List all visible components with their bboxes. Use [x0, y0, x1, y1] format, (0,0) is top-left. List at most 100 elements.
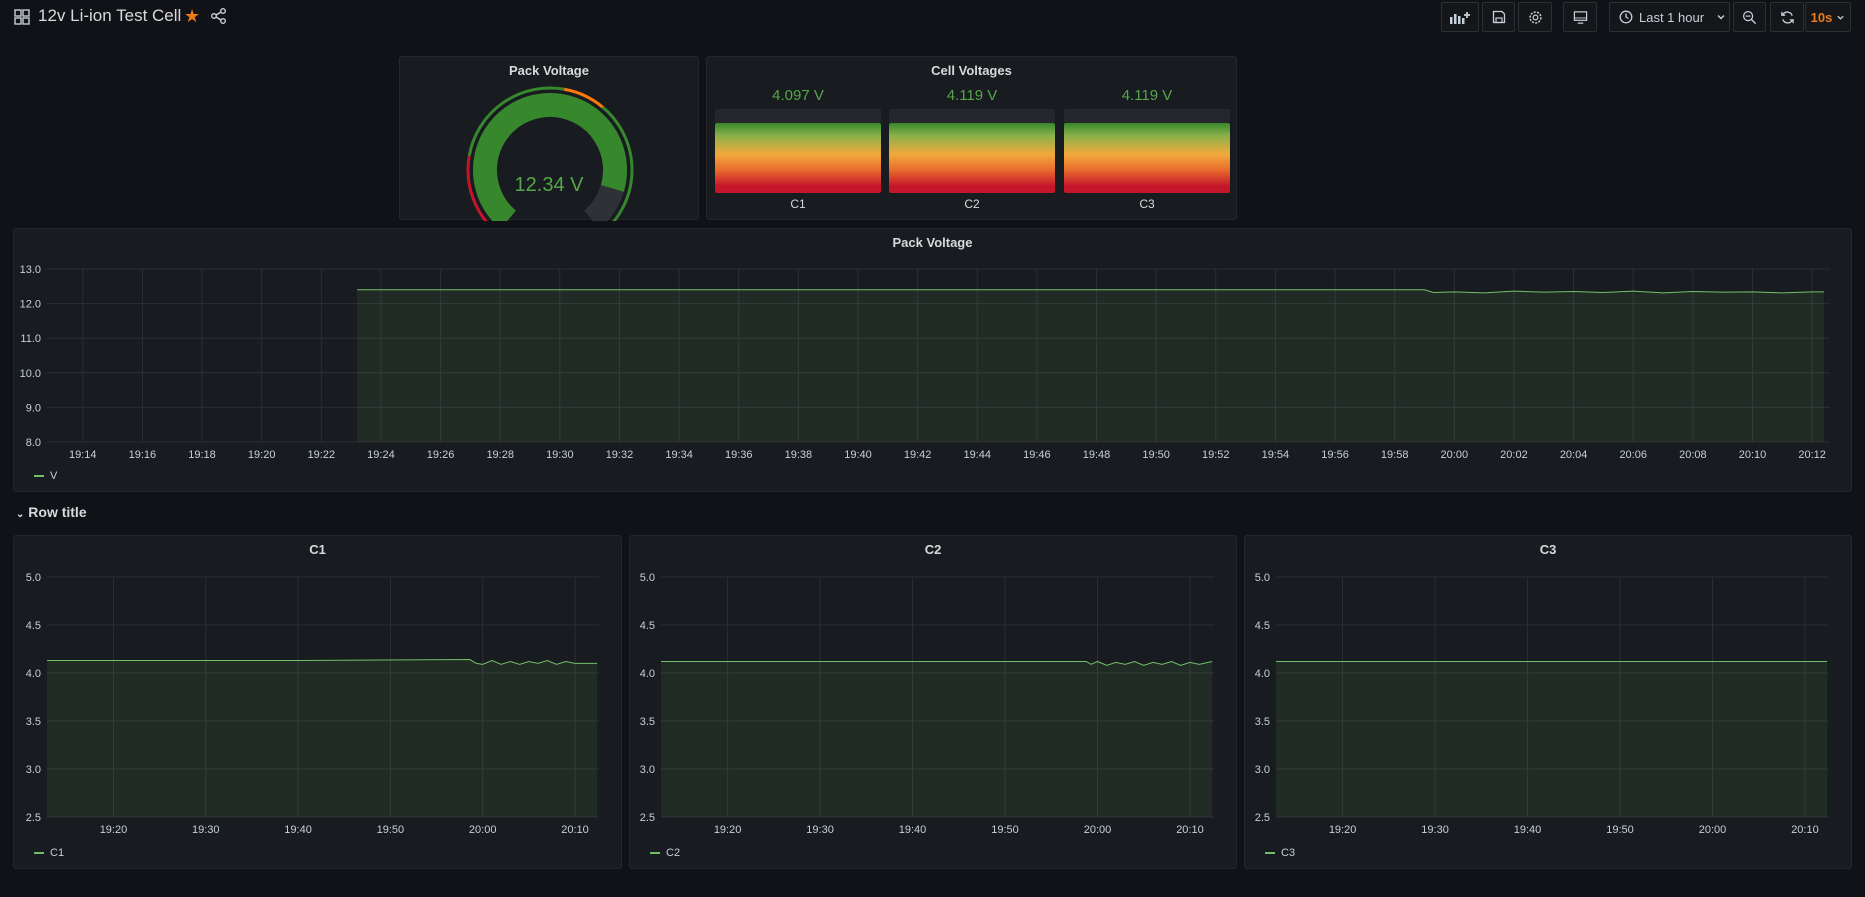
chevron-down-icon: [1717, 15, 1725, 20]
pack-voltage-graph-panel[interactable]: Pack Voltage 13.0 12.0 11.0 10.0 9.0 8.0 19:14…: [13, 228, 1852, 492]
x-tick-label: 20:02: [1500, 449, 1528, 461]
legend-label: C2: [666, 847, 681, 859]
row-title-label: Row title: [28, 504, 87, 520]
bar-track: [715, 109, 881, 123]
panel-title: Cell Voltages: [931, 63, 1012, 78]
star-icon[interactable]: ★: [184, 6, 201, 26]
x-tick-label: 20:08: [1679, 449, 1707, 461]
y-tick-label: 3.0: [26, 764, 41, 776]
x-tick-label: 19:32: [606, 449, 634, 461]
c2-graph-panel[interactable]: C2 5.0 4.5 4.0 3.5 3.0 2.5 19:20 19:30 19:40 19:5…: [629, 535, 1237, 869]
x-tick-label: 19:48: [1083, 449, 1111, 461]
dashboard-grid-icon[interactable]: [14, 9, 30, 25]
y-tick-label: 9.0: [26, 402, 41, 414]
y-tick-label: 13.0: [20, 264, 41, 276]
gauge-threshold-arc: [466, 155, 488, 221]
series-line: [47, 659, 598, 665]
legend-item[interactable]: C1: [34, 847, 64, 859]
series-area: [357, 289, 1825, 442]
chevron-down-icon: [1837, 15, 1844, 20]
legend-label: C3: [1281, 847, 1296, 859]
y-tick-label: 12.0: [20, 299, 41, 311]
x-tick-label: 20:10: [1176, 824, 1204, 836]
c1-chart: 5.0 4.5 4.0 3.5 3.0 2.5 19:20 19:30 19:40 19:50 20…: [26, 572, 599, 836]
legend-item[interactable]: V: [34, 470, 57, 482]
series-line: [357, 289, 1825, 294]
y-tick-label: 4.0: [640, 668, 655, 680]
zoom-out-button[interactable]: [1733, 2, 1766, 32]
series-area: [1276, 661, 1828, 817]
legend-item[interactable]: C3: [1265, 847, 1295, 859]
cell-label-c3: C3: [1139, 197, 1155, 211]
c3-graph-panel[interactable]: C3 5.0 4.5 4.0 3.5 3.0 2.5 19:20 19:30 19:40 19:5…: [1244, 535, 1852, 869]
gauge-threshold-arc: [563, 87, 604, 109]
time-range-picker[interactable]: Last 1 hour: [1609, 2, 1730, 32]
y-tick-label: 5.0: [1255, 572, 1270, 584]
legend-label: V: [50, 470, 58, 482]
settings-button[interactable]: [1518, 2, 1552, 32]
x-tick-label: 19:30: [192, 824, 220, 836]
x-tick-label: 20:10: [1791, 824, 1819, 836]
cell-label-c1: C1: [790, 197, 806, 211]
gauge-threshold-arc: [467, 86, 565, 157]
x-tick-label: 19:18: [188, 449, 216, 461]
bar-gauge-c1: [715, 123, 881, 193]
y-tick-label: 2.5: [1255, 812, 1270, 824]
y-tick-label: 3.5: [26, 716, 41, 728]
cell-voltages-panel[interactable]: Cell Voltages 4.097 V C1 4.119 V C2 4.11…: [706, 56, 1237, 220]
x-tick-label: 19:14: [69, 449, 97, 461]
save-dashboard-button[interactable]: [1482, 2, 1515, 32]
tv-mode-button[interactable]: [1563, 2, 1597, 32]
row-header[interactable]: ⌄ Row title: [16, 504, 87, 520]
x-tick-label: 19:26: [427, 449, 455, 461]
dashboard-title[interactable]: 12v Li-ion Test Cell: [38, 6, 182, 25]
refresh-button[interactable]: [1770, 2, 1804, 32]
x-tick-label: 19:36: [725, 449, 753, 461]
chevron-down-icon: ⌄: [16, 509, 25, 520]
y-tick-label: 10.0: [20, 368, 41, 380]
time-range-label: Last 1 hour: [1639, 9, 1705, 25]
legend-swatch: [34, 852, 44, 854]
share-icon[interactable]: [210, 7, 228, 25]
y-tick-label: 8.0: [26, 437, 41, 449]
legend-label: C1: [50, 847, 65, 859]
refresh-interval-label: 10s: [1810, 9, 1833, 25]
refresh-icon: [1780, 10, 1794, 24]
monitor-icon: [1573, 10, 1587, 24]
add-panel-icon: [1450, 12, 1470, 24]
x-tick-label: 19:52: [1202, 449, 1230, 461]
y-tick-label: 4.5: [26, 620, 41, 632]
x-tick-label: 19:40: [1514, 824, 1542, 836]
bar-gauge-c3: [1064, 123, 1230, 193]
legend-item[interactable]: C2: [650, 847, 680, 859]
panel-title: C3: [1539, 542, 1557, 557]
legend-swatch: [1265, 852, 1275, 854]
y-tick-label: 4.0: [1255, 668, 1270, 680]
y-tick-label: 3.5: [1255, 716, 1270, 728]
y-tick-label: 4.5: [1255, 620, 1270, 632]
series-area: [47, 659, 598, 817]
y-tick-label: 3.0: [640, 764, 655, 776]
x-tick-label: 20:10: [561, 824, 589, 836]
x-tick-label: 19:24: [367, 449, 395, 461]
gauge-value: 12.34 V: [514, 174, 584, 196]
refresh-interval-picker[interactable]: 10s: [1805, 2, 1851, 32]
x-tick-label: 19:42: [904, 449, 932, 461]
gauge-threshold-arc: [601, 106, 634, 221]
cell-value-c3: 4.119 V: [1121, 87, 1173, 104]
cell-value-c2: 4.119 V: [946, 87, 998, 104]
clock-icon: [1619, 10, 1633, 24]
x-tick-label: 20:00: [1699, 824, 1727, 836]
y-tick-label: 4.5: [640, 620, 655, 632]
x-tick-label: 19:58: [1381, 449, 1409, 461]
y-tick-label: 5.0: [26, 572, 41, 584]
panel-title: C1: [309, 542, 326, 557]
c2-chart: 5.0 4.5 4.0 3.5 3.0 2.5 19:20 19:30 19:40 19:50 20…: [640, 572, 1214, 836]
c1-graph-panel[interactable]: C1 5.0 4.5 4.0 3.5 3.0 2.5 19:20 19:30 19:40 19:5…: [13, 535, 622, 869]
x-tick-label: 19:30: [546, 449, 574, 461]
x-tick-label: 20:00: [1441, 449, 1469, 461]
add-panel-button[interactable]: [1441, 2, 1479, 32]
gauge-panel[interactable]: Pack Voltage 12.34 V: [399, 56, 699, 221]
y-tick-label: 4.0: [26, 668, 41, 680]
x-tick-label: 19:20: [714, 824, 742, 836]
